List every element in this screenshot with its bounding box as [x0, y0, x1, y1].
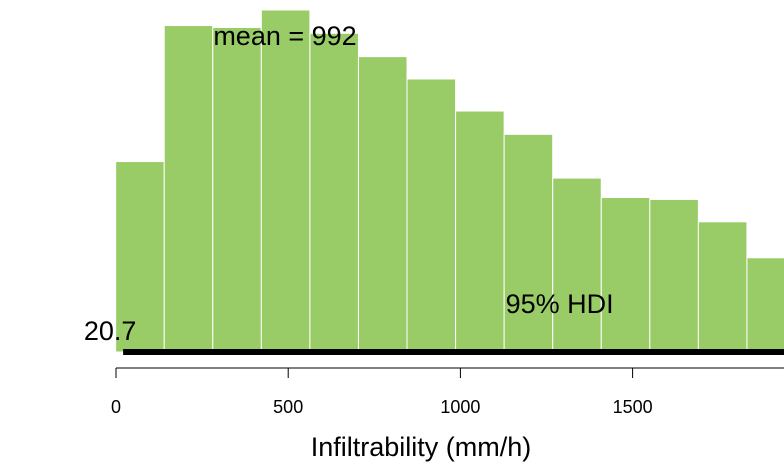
histogram-bar [357, 56, 408, 353]
x-tick-label: 500 [273, 397, 303, 417]
histogram-bar [552, 177, 602, 353]
histogram-bar [212, 26, 262, 353]
hdi-label: 95% HDI [506, 289, 614, 319]
histogram-bar [115, 161, 165, 353]
hdi-bar [123, 349, 784, 355]
histogram-bar [746, 257, 784, 353]
histogram-bar [503, 133, 554, 353]
histogram-bar [309, 32, 359, 353]
histogram-bar [697, 221, 748, 353]
x-axis-ticks: 0500100015002000250030003500 [111, 368, 653, 417]
x-axis-label: Infiltrability (mm/h) [311, 432, 532, 462]
histogram-bar [600, 197, 651, 353]
hdi-low-label: 20.7 [84, 316, 137, 346]
histogram-bar [649, 198, 699, 353]
x-tick-label: 1000 [440, 397, 480, 417]
histogram-bars [115, 9, 784, 353]
x-tick-label: 1500 [613, 397, 653, 417]
histogram-bar [163, 25, 214, 353]
histogram-bar [260, 9, 311, 353]
histogram-bar [455, 110, 505, 353]
histogram-bar [406, 78, 457, 353]
mean-label: mean = 992 [213, 21, 356, 51]
x-tick-label: 0 [111, 397, 121, 417]
